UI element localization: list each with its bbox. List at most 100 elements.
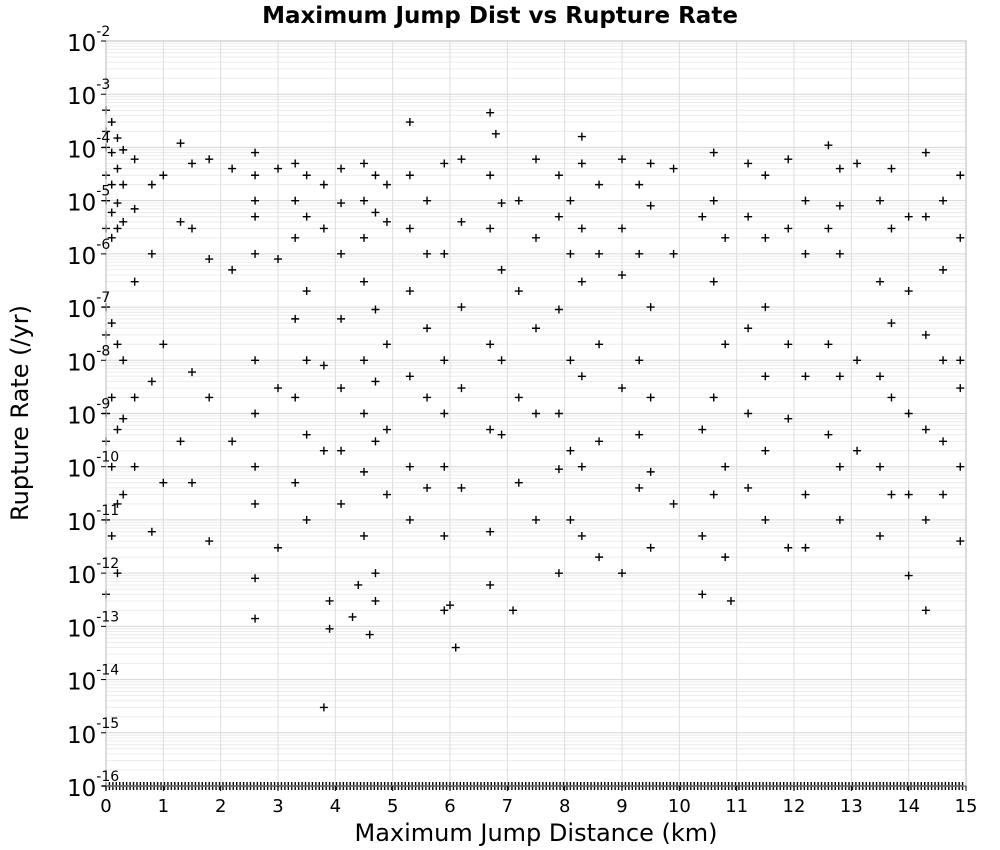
data-point	[698, 212, 707, 221]
data-point	[107, 462, 116, 471]
data-point	[709, 277, 718, 286]
data-point	[956, 537, 965, 546]
data-point	[853, 446, 862, 455]
data-point	[801, 543, 810, 552]
data-point	[595, 249, 604, 258]
data-point	[835, 249, 844, 258]
data-point	[107, 148, 116, 157]
data-point	[646, 201, 655, 210]
data-point	[457, 155, 466, 164]
data-point	[939, 265, 948, 274]
data-point	[130, 155, 139, 164]
data-point	[486, 108, 495, 117]
data-point	[709, 490, 718, 499]
data-point	[876, 372, 884, 381]
data-point	[107, 233, 116, 242]
data-point	[228, 164, 237, 173]
data-point	[251, 409, 260, 418]
data-point	[532, 324, 540, 333]
data-point	[726, 596, 735, 605]
data-point	[405, 287, 414, 296]
data-point	[302, 212, 311, 221]
data-point	[646, 393, 655, 402]
data-point	[119, 414, 128, 423]
data-point	[337, 446, 346, 455]
data-point	[577, 531, 586, 540]
data-point	[457, 483, 466, 492]
data-point	[457, 303, 466, 312]
data-point	[486, 171, 495, 180]
data-point	[119, 217, 128, 226]
x-tick-label: 14	[897, 796, 920, 817]
data-point	[382, 217, 391, 226]
data-point	[635, 356, 644, 365]
data-point	[904, 212, 913, 221]
data-point	[904, 409, 913, 418]
data-point	[709, 393, 718, 402]
x-axis-ticks: 0 1 2 3 4 5 6 7 8 9 10 11 12 13 14 15	[100, 786, 977, 817]
data-point	[360, 233, 368, 242]
data-point	[921, 425, 930, 434]
data-point	[887, 164, 896, 173]
data-point	[646, 303, 655, 312]
data-point	[744, 483, 753, 492]
y-tick-label: 10-11	[67, 503, 119, 536]
data-point	[835, 201, 844, 210]
data-point	[956, 233, 965, 242]
data-point	[824, 141, 833, 150]
data-point	[835, 515, 844, 524]
data-point	[721, 462, 730, 471]
data-point	[107, 180, 116, 189]
data-point	[302, 356, 311, 365]
data-point	[887, 393, 896, 402]
data-point	[514, 196, 523, 205]
data-point	[130, 393, 139, 402]
data-point	[360, 196, 368, 205]
data-point	[921, 148, 930, 157]
data-point	[107, 208, 116, 217]
data-point	[371, 171, 380, 180]
data-point	[646, 159, 655, 168]
y-tick-label: 10-3	[67, 77, 110, 110]
x-tick-label: 13	[840, 796, 863, 817]
data-point	[801, 249, 810, 258]
grid-minor	[106, 42, 966, 771]
data-point	[635, 483, 644, 492]
data-point	[486, 224, 495, 233]
data-point	[721, 233, 730, 242]
data-point	[709, 148, 718, 157]
data-point	[784, 543, 793, 552]
data-point	[876, 196, 884, 205]
data-point	[302, 171, 311, 180]
data-point	[205, 393, 214, 402]
data-point	[147, 249, 156, 258]
data-point	[405, 372, 414, 381]
data-point	[618, 155, 626, 164]
data-point	[876, 531, 884, 540]
data-point	[514, 287, 523, 296]
x-tick-label: 9	[616, 796, 627, 817]
data-point	[423, 196, 432, 205]
data-point	[228, 265, 237, 274]
data-point	[147, 377, 156, 386]
x-tick-label: 12	[783, 796, 806, 817]
data-point	[423, 249, 432, 258]
x-tick-label: 3	[272, 796, 283, 817]
data-point	[784, 155, 793, 164]
data-point	[205, 155, 214, 164]
data-point	[635, 249, 644, 258]
data-point	[405, 171, 414, 180]
data-point	[618, 271, 626, 280]
data-point	[302, 515, 311, 524]
data-point	[382, 490, 391, 499]
data-point	[319, 703, 328, 712]
data-point	[325, 624, 334, 633]
x-tick-label: 5	[387, 796, 398, 817]
data-point	[721, 553, 730, 562]
data-point	[159, 478, 168, 487]
data-point	[514, 478, 523, 487]
data-point	[669, 164, 678, 173]
data-point	[904, 571, 913, 580]
data-point	[302, 287, 311, 296]
data-point	[113, 164, 122, 173]
